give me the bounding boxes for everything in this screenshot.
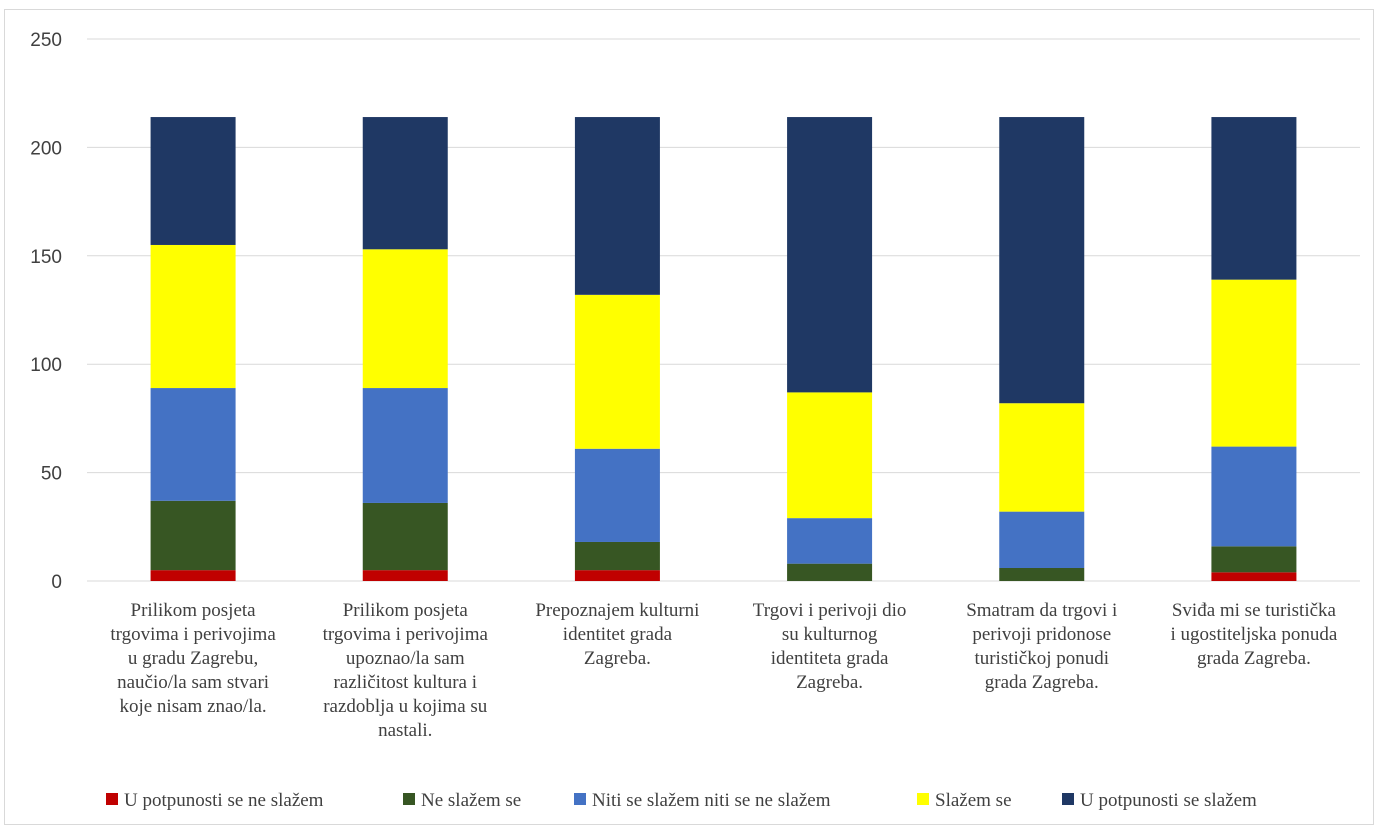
legend-swatch (1062, 793, 1074, 805)
x-category-label-line: Trgovi i perivoji dio (753, 600, 907, 621)
x-category-label: Prilikom posjeta trgovima i perivojima u g… (110, 600, 276, 717)
x-category-label-line: razdoblja u kojima su (323, 696, 488, 717)
bar-segment-4-series-2 (787, 563, 873, 581)
bar-segment-5-series-3 (999, 511, 1085, 568)
legend-label: Slažem se (935, 790, 1012, 811)
x-category-label-line: naučio/la sam stvari (117, 672, 269, 693)
bar-segment-6-series-3 (1211, 446, 1297, 547)
bar-segment-2-series-2 (362, 502, 448, 571)
bar-segment-2-series-1 (362, 570, 448, 581)
legend-label: Niti se slažem niti se ne slažem (592, 790, 831, 811)
x-category-label-line: koje nisam znao/la. (119, 696, 266, 717)
legend-swatch (917, 793, 929, 805)
bar-segment-2-series-5 (362, 117, 448, 250)
y-tick-label: 150 (30, 247, 62, 268)
x-category-label-line: Sviđa mi se turistička (1172, 600, 1337, 621)
x-category-label-line: trgovima i perivojima (110, 624, 276, 645)
x-category-label-line: grada Zagreba. (1197, 648, 1311, 669)
bar-segment-6-series-1 (1211, 572, 1297, 581)
bar-segment-5-series-5 (999, 117, 1085, 404)
x-category-label-line: različitost kultura i (333, 672, 477, 693)
x-category-label: Trgovi i perivoji dio su kulturnog identit… (753, 600, 907, 693)
x-category-label: Sviđa mi se turistička i ugostiteljska po… (1171, 600, 1338, 669)
bar-segment-5-series-2 (999, 567, 1085, 581)
bar-segment-3-series-2 (574, 541, 660, 571)
bar-segment-3-series-4 (574, 294, 660, 449)
bar-segment-6-series-5 (1211, 117, 1297, 280)
legend-swatch (574, 793, 586, 805)
x-category-label-line: turističkoj ponudi (974, 648, 1109, 669)
x-category-label-line: Prilikom posjeta (343, 600, 469, 621)
x-category-label-line: identitet grada (563, 624, 673, 645)
x-category-label-line: trgovima i perivojima (323, 624, 489, 645)
bar-segment-1-series-5 (150, 117, 236, 245)
bar-segment-3-series-5 (574, 117, 660, 295)
bar-segment-6-series-2 (1211, 546, 1297, 573)
x-category-label-line: Smatram da trgovi i (966, 600, 1117, 621)
x-category-label-line: i ugostiteljska ponuda (1171, 624, 1338, 645)
y-tick-label: 250 (30, 30, 62, 51)
x-category-label-line: su kulturnog (782, 624, 878, 645)
x-category-label-line: perivoji pridonose (972, 624, 1111, 645)
bar-segment-3-series-3 (574, 448, 660, 542)
y-tick-label: 0 (51, 572, 62, 593)
x-category-label-line: identiteta grada (771, 648, 889, 669)
bar-segment-5-series-4 (999, 403, 1085, 512)
y-tick-label: 50 (41, 464, 62, 485)
bar-segment-4-series-3 (787, 518, 873, 564)
x-category-label-line: u gradu Zagrebu, (128, 648, 258, 669)
legend-label: Ne slažem se (421, 790, 521, 811)
bar-segment-1-series-3 (150, 388, 236, 501)
x-category-label-line: Prepoznajem kulturni (535, 600, 699, 621)
bar-segment-1-series-2 (150, 500, 236, 571)
bar-segment-6-series-4 (1211, 279, 1297, 447)
bar-segment-3-series-1 (574, 570, 660, 581)
x-category-label: Prepoznajem kulturni identitet grada Zagre… (535, 600, 699, 669)
bar-segment-4-series-5 (787, 117, 873, 393)
x-category-label-line: upoznao/la sam (346, 648, 465, 669)
legend-swatch (106, 793, 118, 805)
legend-swatch (403, 793, 415, 805)
x-category-label-line: Zagreba. (796, 672, 863, 693)
bar-segment-4-series-4 (787, 392, 873, 519)
bar-segment-2-series-3 (362, 388, 448, 503)
y-tick-label: 200 (30, 138, 62, 159)
x-category-label-line: Zagreba. (584, 648, 651, 669)
bar-segment-1-series-4 (150, 244, 236, 389)
bar-segment-2-series-4 (362, 249, 448, 389)
legend-label: U potpunosti se ne slažem (124, 790, 324, 811)
y-tick-label: 100 (30, 355, 62, 376)
legend-label: U potpunosti se slažem (1080, 790, 1257, 811)
x-category-label-line: Prilikom posjeta (131, 600, 257, 621)
x-category-label: Prilikom posjeta trgovima i perivojima upo… (323, 600, 489, 741)
x-category-label-line: nastali. (378, 720, 432, 741)
x-category-label: Smatram da trgovi i perivoji pridonose tur… (966, 600, 1117, 693)
bar-segment-1-series-1 (150, 570, 236, 581)
x-category-label-line: grada Zagreba. (985, 672, 1099, 693)
